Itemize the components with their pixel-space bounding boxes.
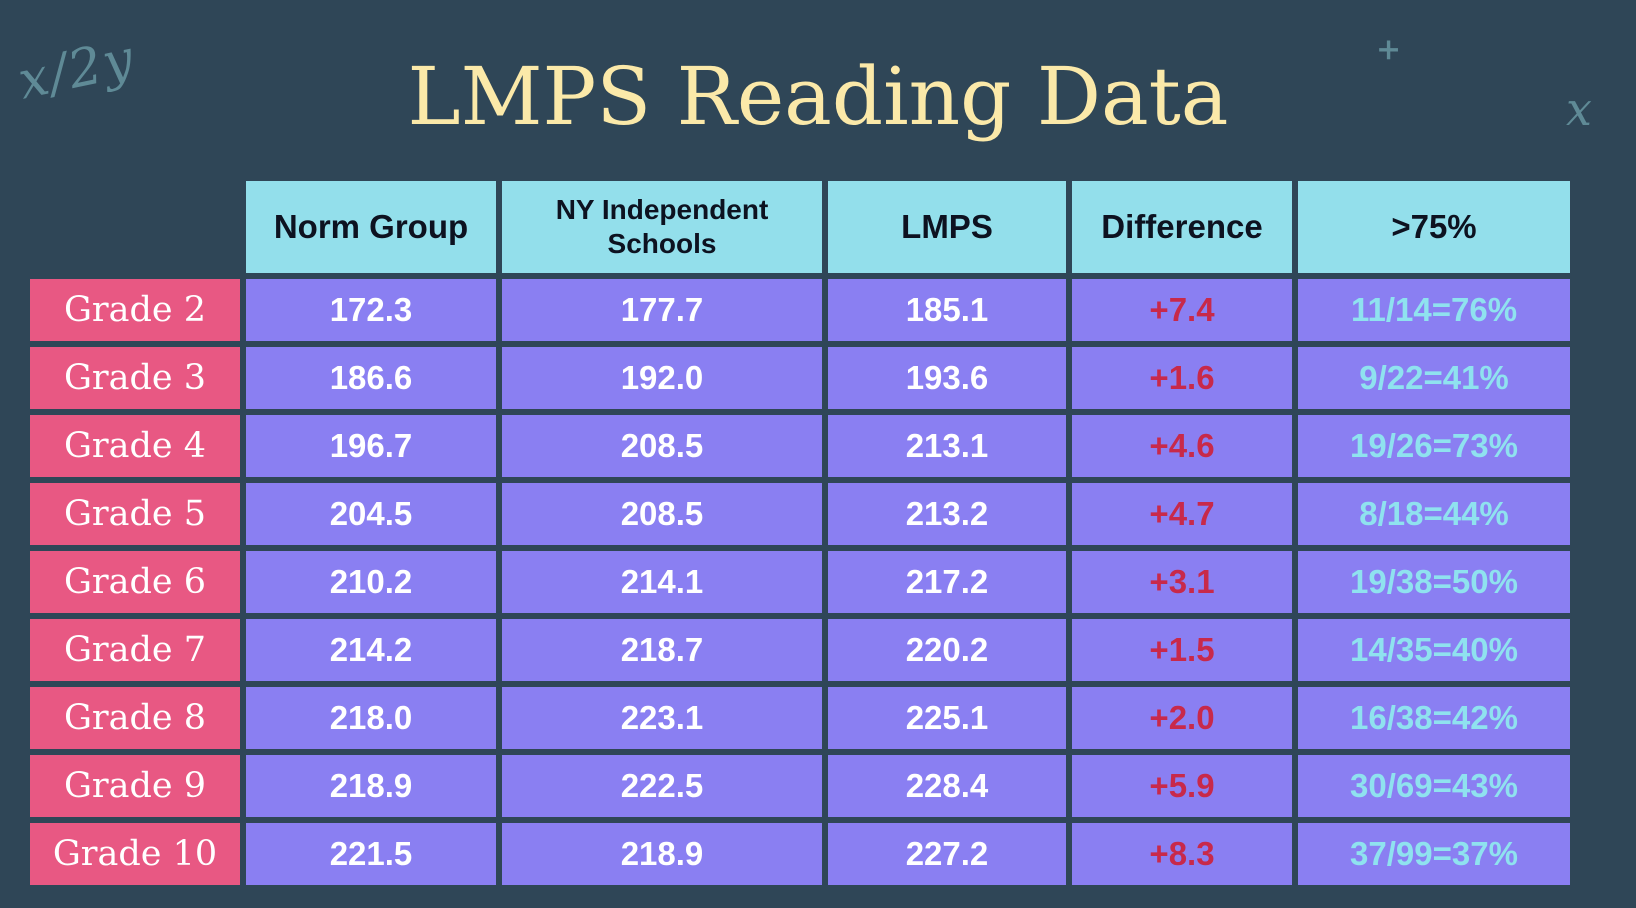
table-row: Grade 2 172.3 177.7 185.1 +7.4 11/14=76% xyxy=(30,279,1570,341)
lmps-value: 228.4 xyxy=(828,755,1066,817)
norm-group-value: 204.5 xyxy=(246,483,496,545)
ny-independent-value: 218.9 xyxy=(502,823,822,885)
row-label: Grade 3 xyxy=(30,347,240,409)
table-row: Grade 6 210.2 214.1 217.2 +3.1 19/38=50% xyxy=(30,551,1570,613)
row-label: Grade 4 xyxy=(30,415,240,477)
norm-group-value: 218.0 xyxy=(246,687,496,749)
row-label: Grade 7 xyxy=(30,619,240,681)
lmps-value: 213.2 xyxy=(828,483,1066,545)
row-label: Grade 9 xyxy=(30,755,240,817)
difference-value: +5.9 xyxy=(1072,755,1292,817)
percent-value: 19/38=50% xyxy=(1298,551,1570,613)
ny-independent-value: 192.0 xyxy=(502,347,822,409)
table-row: Grade 8 218.0 223.1 225.1 +2.0 16/38=42% xyxy=(30,687,1570,749)
percent-value: 37/99=37% xyxy=(1298,823,1570,885)
difference-value: +3.1 xyxy=(1072,551,1292,613)
slide-title: LMPS Reading Data xyxy=(407,50,1229,143)
lmps-value: 217.2 xyxy=(828,551,1066,613)
ny-independent-value: 223.1 xyxy=(502,687,822,749)
difference-value: +4.6 xyxy=(1072,415,1292,477)
norm-group-value: 221.5 xyxy=(246,823,496,885)
table-row: Grade 5 204.5 208.5 213.2 +4.7 8/18=44% xyxy=(30,483,1570,545)
norm-group-value: 214.2 xyxy=(246,619,496,681)
difference-value: +8.3 xyxy=(1072,823,1292,885)
reading-data-table: Norm Group NY Independent Schools LMPS D… xyxy=(24,175,1576,891)
x-doodle: x xyxy=(1566,82,1592,136)
header-difference: Difference xyxy=(1072,181,1292,273)
row-label: Grade 2 xyxy=(30,279,240,341)
table-row: Grade 9 218.9 222.5 228.4 +5.9 30/69=43% xyxy=(30,755,1570,817)
percent-value: 8/18=44% xyxy=(1298,483,1570,545)
ny-independent-value: 214.1 xyxy=(502,551,822,613)
corner-cell xyxy=(30,181,240,273)
lmps-value: 225.1 xyxy=(828,687,1066,749)
row-label: Grade 5 xyxy=(30,483,240,545)
lmps-value: 213.1 xyxy=(828,415,1066,477)
row-label: Grade 10 xyxy=(30,823,240,885)
lmps-value: 227.2 xyxy=(828,823,1066,885)
table-row: Grade 10 221.5 218.9 227.2 +8.3 37/99=37… xyxy=(30,823,1570,885)
lmps-value: 185.1 xyxy=(828,279,1066,341)
row-label: Grade 6 xyxy=(30,551,240,613)
header-row: Norm Group NY Independent Schools LMPS D… xyxy=(30,181,1570,273)
difference-value: +2.0 xyxy=(1072,687,1292,749)
difference-value: +1.6 xyxy=(1072,347,1292,409)
table-row: Grade 7 214.2 218.7 220.2 +1.5 14/35=40% xyxy=(30,619,1570,681)
percent-value: 14/35=40% xyxy=(1298,619,1570,681)
ny-independent-value: 208.5 xyxy=(502,483,822,545)
plus-doodle: + xyxy=(1376,32,1402,67)
header-ny-independent-schools: NY Independent Schools xyxy=(502,181,822,273)
percent-value: 30/69=43% xyxy=(1298,755,1570,817)
percent-value: 11/14=76% xyxy=(1298,279,1570,341)
row-label: Grade 8 xyxy=(30,687,240,749)
percent-value: 16/38=42% xyxy=(1298,687,1570,749)
header-norm-group: Norm Group xyxy=(246,181,496,273)
ny-independent-value: 218.7 xyxy=(502,619,822,681)
difference-value: +4.7 xyxy=(1072,483,1292,545)
percent-value: 19/26=73% xyxy=(1298,415,1570,477)
lmps-value: 220.2 xyxy=(828,619,1066,681)
table-row: Grade 4 196.7 208.5 213.1 +4.6 19/26=73% xyxy=(30,415,1570,477)
norm-group-value: 172.3 xyxy=(246,279,496,341)
difference-value: +7.4 xyxy=(1072,279,1292,341)
ny-independent-value: 177.7 xyxy=(502,279,822,341)
difference-value: +1.5 xyxy=(1072,619,1292,681)
norm-group-value: 186.6 xyxy=(246,347,496,409)
percent-value: 9/22=41% xyxy=(1298,347,1570,409)
lmps-value: 193.6 xyxy=(828,347,1066,409)
ny-independent-value: 208.5 xyxy=(502,415,822,477)
norm-group-value: 210.2 xyxy=(246,551,496,613)
header-lmps: LMPS xyxy=(828,181,1066,273)
table-row: Grade 3 186.6 192.0 193.6 +1.6 9/22=41% xyxy=(30,347,1570,409)
ny-independent-value: 222.5 xyxy=(502,755,822,817)
norm-group-value: 218.9 xyxy=(246,755,496,817)
header-above-75-percent: >75% xyxy=(1298,181,1570,273)
norm-group-value: 196.7 xyxy=(246,415,496,477)
